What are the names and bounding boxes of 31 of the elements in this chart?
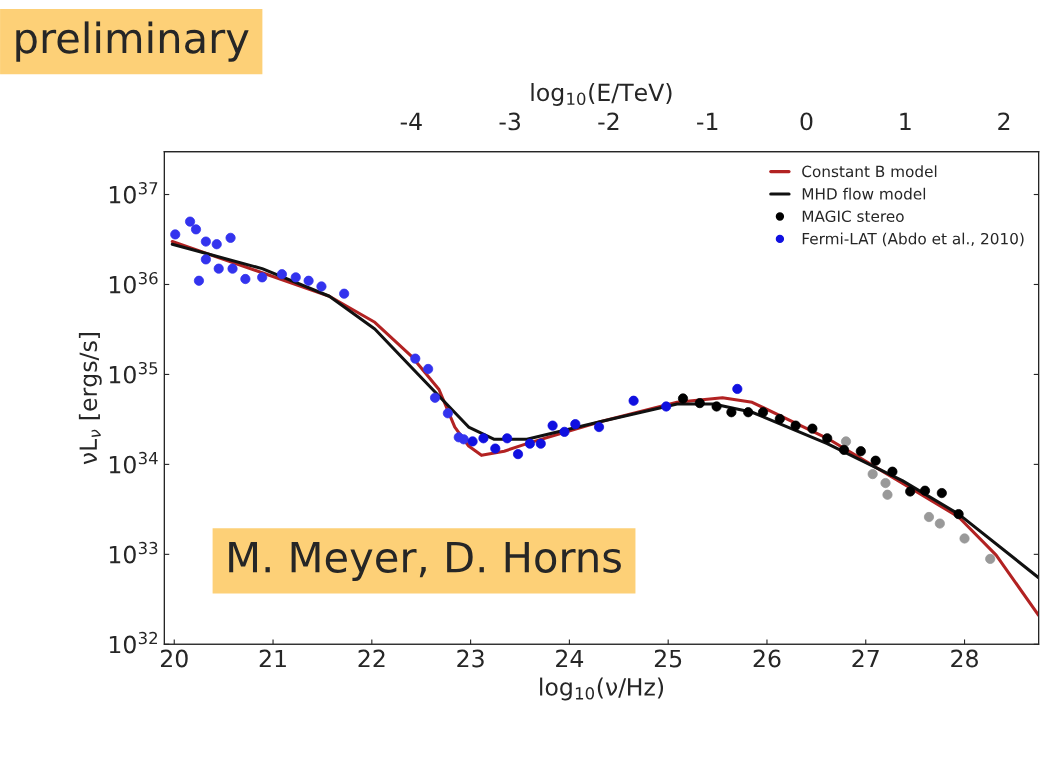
x-axis-title: log$_{10}$(ν/Hz) bbox=[540, 677, 664, 701]
text: preliminary bbox=[16, 21, 249, 62]
annotation: M. Meyer, D. Horns bbox=[229, 541, 621, 581]
x2-tick-label: -2 bbox=[598, 112, 619, 131]
legend-label: MHD flow model bbox=[802, 187, 926, 200]
x-tick-label: 25 bbox=[654, 649, 682, 668]
legend-label: Constant B model bbox=[802, 165, 937, 178]
y-tick-label: 10$^{32}$ bbox=[109, 631, 157, 654]
x-tick-label: 22 bbox=[358, 649, 385, 668]
y-tick-label: 10$^{36}$ bbox=[109, 271, 158, 294]
y-axis-title: νL$_{ν}$ [ergs/s] bbox=[78, 333, 102, 465]
x2-tick-label: -3 bbox=[499, 112, 520, 131]
y-tick-label: 10$^{33}$ bbox=[109, 541, 158, 564]
y-tick-label: 10$^{35}$ bbox=[109, 361, 158, 384]
x2-tick-label: 1 bbox=[900, 112, 911, 131]
x-tick-label: 20 bbox=[160, 649, 188, 668]
x2-tick-label: 0 bbox=[800, 112, 813, 131]
x-tick-label: 28 bbox=[951, 649, 978, 668]
y-tick-label: 10$^{34}$ bbox=[109, 451, 158, 474]
y-tick-label: 10$^{37}$ bbox=[109, 182, 158, 204]
x2-axis-title: log$_{10}$(E/TeV) bbox=[531, 83, 672, 106]
x2-tick-label: 2 bbox=[998, 112, 1010, 131]
legend-label: MAGIC stereo bbox=[802, 210, 904, 223]
legend-label: Fermi-LAT (Abdo et al., 2010) bbox=[802, 232, 1024, 247]
x-tick-label: 23 bbox=[457, 649, 484, 668]
x2-tick-label: -4 bbox=[400, 112, 422, 131]
x-tick-label: 27 bbox=[852, 649, 879, 668]
x-tick-label: 24 bbox=[556, 649, 584, 668]
x-tick-label: 21 bbox=[259, 649, 286, 668]
x-tick-label: 26 bbox=[753, 649, 781, 668]
x2-tick-label: -1 bbox=[697, 112, 718, 131]
